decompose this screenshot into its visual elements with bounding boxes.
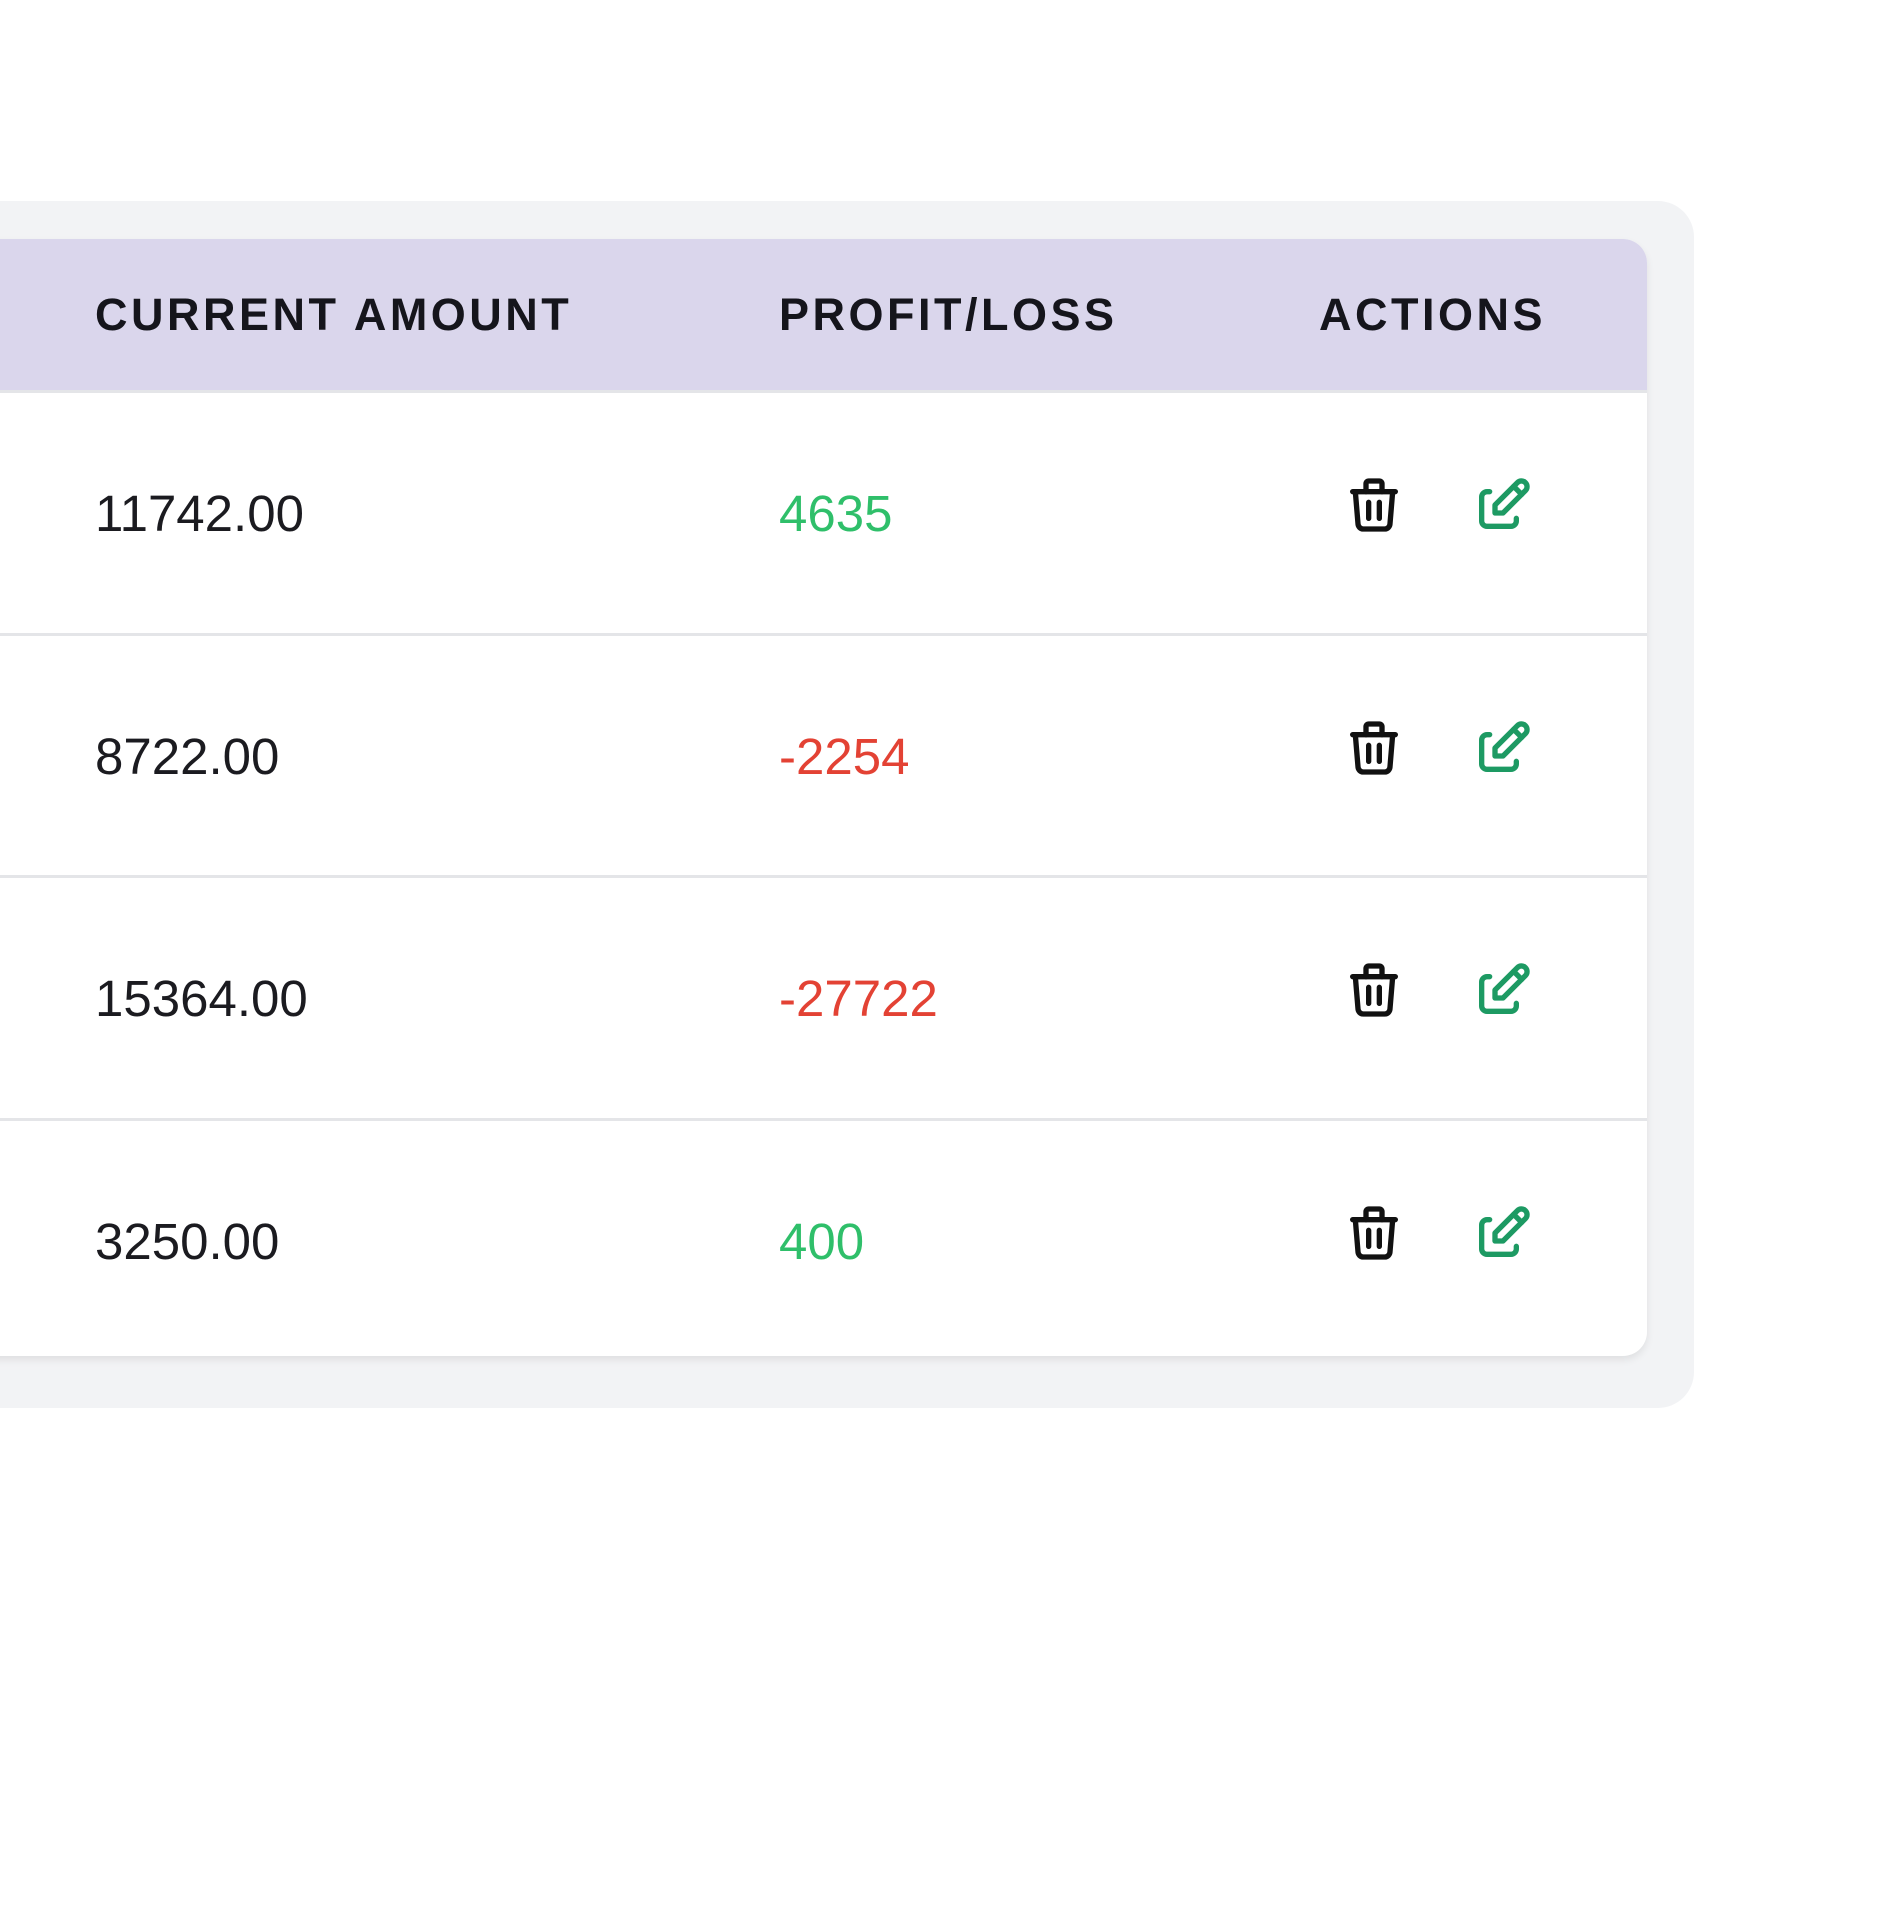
profit-loss: 400 — [779, 1212, 865, 1270]
header-cell: ACTIONS — [1319, 289, 1546, 340]
table-row: 11742.00 4635 — [0, 390, 1647, 632]
profit-loss: 4635 — [779, 485, 893, 542]
header-cell: CURRENT AMOUNT — [95, 289, 573, 340]
current-amount: 3250.00 — [95, 1212, 280, 1270]
table-row: 8722.00 -2254 — [0, 632, 1647, 875]
profit-loss: -2254 — [779, 727, 910, 785]
table-row: 15364.00 -27722 — [0, 875, 1647, 1117]
delete-button[interactable] — [1342, 716, 1406, 780]
edit-button[interactable] — [1471, 958, 1535, 1022]
delete-button[interactable] — [1342, 958, 1406, 1022]
delete-button[interactable] — [1342, 1201, 1406, 1265]
table-row: 3250.00 400 — [0, 1117, 1647, 1357]
header-cell: PROFIT/LOSS — [779, 289, 1118, 340]
delete-button[interactable] — [1342, 473, 1406, 537]
table-header: CURRENT AMOUNT PROFIT/LOSS ACTIONS — [0, 239, 1647, 390]
table-card: CURRENT AMOUNT PROFIT/LOSS ACTIONS 11742… — [0, 239, 1647, 1356]
edit-button[interactable] — [1471, 716, 1535, 780]
current-amount: 11742.00 — [95, 485, 304, 542]
current-amount: 8722.00 — [95, 727, 280, 785]
profit-loss: -27722 — [779, 970, 938, 1027]
edit-button[interactable] — [1471, 1201, 1535, 1265]
current-amount: 15364.00 — [95, 970, 308, 1027]
edit-button[interactable] — [1471, 473, 1535, 537]
